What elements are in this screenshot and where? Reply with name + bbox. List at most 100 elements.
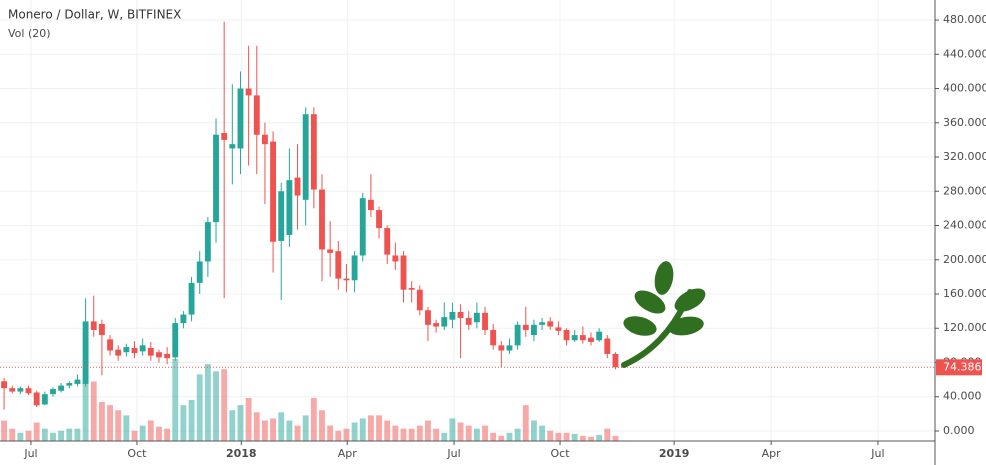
- volume-bar: [327, 425, 334, 441]
- last-price-label: 74.386: [943, 360, 982, 373]
- candle-body: [261, 134, 268, 145]
- volume-bar: [156, 426, 162, 441]
- volume-bar: [294, 425, 301, 441]
- volume-bar: [514, 428, 521, 441]
- y-tick-label: 240.000: [943, 219, 986, 232]
- volume-bar: [433, 428, 440, 441]
- x-tick-label: Oct: [551, 447, 571, 460]
- volume-bar: [33, 422, 40, 441]
- volume-bar: [90, 381, 97, 441]
- x-tick-label: Apr: [338, 447, 358, 460]
- candle-body: [441, 317, 448, 327]
- candle-body: [539, 322, 546, 325]
- candle-body: [286, 180, 293, 235]
- candle-body: [139, 345, 146, 352]
- candle-body: [473, 312, 480, 323]
- volume-bar: [457, 422, 464, 441]
- candle-body: [555, 327, 562, 331]
- volume-bar: [400, 428, 407, 441]
- candle-body: [604, 338, 611, 354]
- volume-bar: [416, 425, 423, 441]
- candle-body: [416, 289, 423, 311]
- candle-body: [302, 114, 309, 200]
- volume-bar: [58, 430, 65, 441]
- candle-body: [408, 288, 415, 290]
- candle-body: [335, 251, 342, 279]
- volume-bar: [66, 428, 73, 441]
- candle-body: [123, 347, 130, 353]
- volume-bar: [229, 410, 236, 441]
- candle-body: [98, 323, 105, 336]
- volume-bar: [335, 430, 342, 441]
- candle-body: [310, 114, 317, 190]
- volume-bar: [123, 415, 130, 441]
- volume-bar: [555, 432, 562, 441]
- volume-bar: [147, 420, 154, 441]
- volume-bar: [522, 405, 529, 441]
- volume-bar: [588, 436, 594, 441]
- volume-bar: [270, 418, 277, 441]
- volume-bar: [465, 425, 472, 441]
- volume-bar: [41, 428, 48, 441]
- y-tick-label: 200.000: [943, 253, 986, 266]
- volume-bar: [1, 420, 8, 441]
- volume-bar: [245, 397, 252, 441]
- volume-bar: [531, 420, 537, 441]
- volume-bar: [180, 405, 187, 441]
- candle-body: [351, 255, 358, 281]
- candle-body: [204, 222, 211, 262]
- candle-body: [172, 323, 179, 358]
- candle-body: [41, 394, 48, 405]
- candle-body: [588, 337, 594, 342]
- volume-bar: [539, 425, 546, 441]
- volume-bar: [343, 428, 350, 441]
- y-tick-label: 440.000: [943, 47, 986, 60]
- volume-bar: [17, 432, 24, 441]
- volume-bar: [196, 374, 203, 441]
- y-tick-label: 400.000: [943, 82, 986, 95]
- volume-bar: [139, 425, 146, 441]
- candle-body: [400, 255, 407, 290]
- volume-bar: [319, 410, 325, 441]
- candle-body: [514, 324, 521, 346]
- volume-bar: [9, 428, 16, 441]
- chart-title: Monero / Dollar, W, BITFINEX: [8, 8, 181, 22]
- candle-body: [270, 141, 277, 242]
- candle-body: [107, 339, 113, 351]
- candle-body: [294, 177, 301, 196]
- candle-body: [433, 323, 440, 327]
- candle-body: [156, 352, 162, 358]
- candle-body: [33, 392, 40, 406]
- candle-body: [221, 133, 228, 140]
- volume-bar: [490, 432, 497, 441]
- volume-bar: [571, 433, 578, 441]
- candle-body: [506, 345, 513, 351]
- volume-bar: [473, 428, 480, 441]
- candle-body: [319, 189, 325, 250]
- y-tick-label: 360.000: [943, 116, 986, 129]
- candle-body: [596, 331, 603, 341]
- volume-bar: [115, 410, 122, 441]
- candle-body: [74, 379, 81, 384]
- candle-body: [196, 261, 203, 283]
- candle-body: [25, 388, 32, 394]
- volume-bar: [408, 428, 415, 441]
- candle-body: [531, 324, 537, 336]
- volume-bar: [74, 428, 81, 441]
- volume-bar: [547, 430, 554, 441]
- volume-bar: [563, 432, 570, 441]
- volume-bar: [441, 432, 448, 441]
- y-tick-label: 120.000: [943, 321, 986, 334]
- volume-bar: [278, 412, 285, 441]
- volume-bar: [449, 418, 456, 441]
- candle-body: [343, 278, 350, 281]
- candle-body: [115, 349, 122, 356]
- candle-body: [147, 347, 154, 356]
- volume-bar: [367, 415, 374, 441]
- volume-bar: [596, 434, 603, 441]
- volume-bar: [253, 412, 260, 441]
- candle-body: [180, 314, 187, 324]
- volume-bar: [384, 420, 391, 441]
- x-tick-label: Apr: [762, 447, 782, 460]
